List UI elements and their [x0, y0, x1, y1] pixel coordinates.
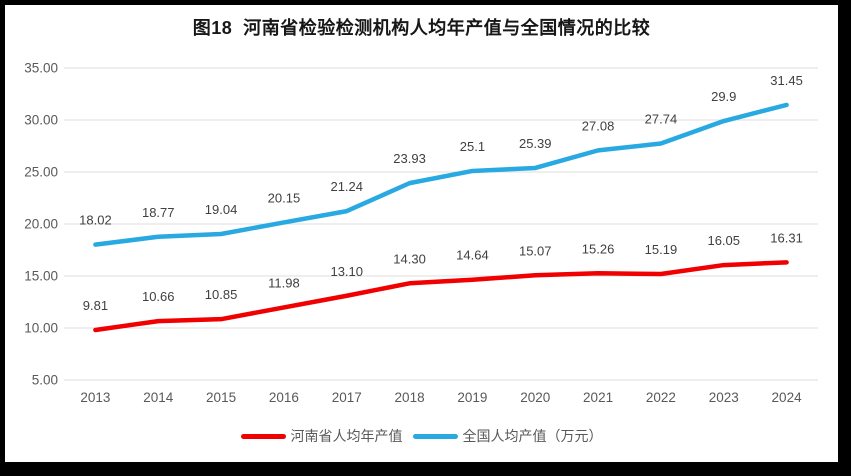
x-axis-tick-label: 2013 — [80, 390, 110, 405]
line-chart-plot: 5.00 10.00 15.00 20.00 25.00 30.00 35.00 2013 20… — [24, 61, 818, 405]
data-point-label: 25.1 — [460, 139, 485, 154]
series-line-0 — [93, 260, 789, 333]
chart-canvas: 5.00 10.00 15.00 20.00 25.00 30.00 35.00 2013 20… — [5, 5, 838, 462]
y-axis-tick-label: 5.00 — [32, 373, 58, 388]
x-axis-tick-label: 2024 — [772, 390, 803, 405]
data-point-label: 16.31 — [770, 230, 803, 245]
data-point-label: 10.66 — [142, 289, 175, 304]
y-axis-tick-label: 10.00 — [24, 321, 58, 336]
x-axis-tick-label: 2017 — [332, 390, 362, 405]
data-point-label: 20.15 — [268, 190, 301, 205]
y-axis-tick-label: 20.00 — [24, 217, 58, 232]
data-point-label: 21.24 — [330, 179, 363, 194]
data-point-label: 18.02 — [79, 213, 112, 228]
x-axis-tick-label: 2018 — [395, 390, 425, 405]
data-point-label: 15.26 — [582, 241, 615, 256]
chart-legend: 河南省人均年产值 全国人均产值（万元） — [5, 426, 838, 446]
y-axis-tick-label: 30.00 — [24, 113, 58, 128]
data-point-label: 14.64 — [456, 248, 489, 263]
data-point-label: 16.05 — [707, 233, 740, 248]
x-axis-tick-label: 2021 — [583, 390, 613, 405]
data-point-label: 18.77 — [142, 205, 175, 220]
legend-item-national: 全国人均产值（万元） — [412, 426, 603, 446]
data-point-label: 14.30 — [393, 251, 426, 266]
data-point-label: 11.98 — [268, 275, 300, 290]
legend-label-national: 全国人均产值（万元） — [462, 428, 603, 444]
data-point-label: 23.93 — [393, 151, 426, 166]
legend-red-line-icon — [240, 433, 286, 439]
data-point-label: 15.19 — [645, 242, 678, 257]
data-point-label: 25.39 — [519, 136, 552, 151]
x-axis-tick-label: 2020 — [520, 390, 550, 405]
x-axis-tick-label: 2015 — [206, 390, 236, 405]
y-axis-tick-label: 35.00 — [24, 61, 58, 76]
legend-label-henan: 河南省人均年产值 — [290, 428, 403, 444]
data-point-label: 13.10 — [330, 264, 363, 279]
y-axis-tick-label: 25.00 — [24, 165, 58, 180]
data-point-label: 31.45 — [770, 73, 803, 88]
x-axis-tick-label: 2023 — [709, 390, 739, 405]
data-point-label: 29.9 — [711, 89, 736, 104]
x-axis-tick-label: 2019 — [457, 390, 487, 405]
legend-blue-line-icon — [412, 433, 458, 439]
data-point-label: 9.81 — [83, 298, 108, 313]
x-axis-tick-label: 2016 — [269, 390, 299, 405]
data-point-label: 27.74 — [645, 112, 678, 127]
x-axis-tick-label: 2014 — [143, 390, 174, 405]
y-axis-tick-label: 15.00 — [24, 269, 58, 284]
data-point-label: 19.04 — [205, 202, 238, 217]
chart-title: 图18 河南省检验检测机构人均年产值与全国情况的比较 — [192, 18, 651, 38]
data-point-label: 10.85 — [205, 287, 238, 302]
x-axis-tick-label: 2022 — [646, 390, 676, 405]
data-point-label: 15.07 — [519, 243, 552, 258]
data-point-label: 27.08 — [582, 118, 615, 133]
legend-item-henan: 河南省人均年产值 — [240, 426, 403, 446]
series-line-1 — [93, 102, 789, 247]
